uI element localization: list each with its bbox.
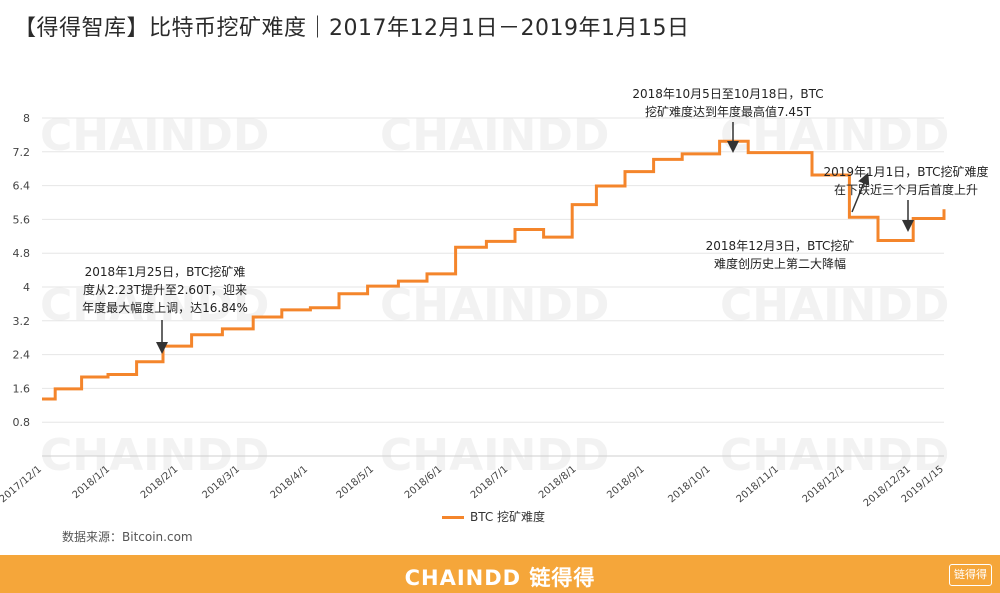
footer-brand: CHAINDD 链得得 <box>404 566 596 590</box>
annotation-text: 在下跌近三个月后首度上升 <box>834 182 978 197</box>
y-axis: 0.8 1.6 2.4 3.2 4 4.8 5.6 6.4 7.2 8 <box>13 112 31 429</box>
page-title: 【得得智库】比特币挖矿难度｜2017年12月1日－2019年1月15日 <box>14 16 690 41</box>
y-tick-label: 0.8 <box>13 416 31 429</box>
annotation-text: 年度最大幅度上调，达16.84% <box>82 300 248 315</box>
y-tick-label: 7.2 <box>13 146 31 159</box>
y-tick-label: 3.2 <box>13 315 31 328</box>
y-tick-label: 6.4 <box>13 180 31 193</box>
series-line <box>42 139 946 401</box>
annotation-text: 2019年1月1日，BTC挖矿难度 <box>823 164 988 179</box>
footer-bar: CHAINDD 链得得 链得得 <box>0 555 1000 593</box>
x-tick-label: 2017/12/1 <box>0 464 44 505</box>
y-tick-label: 8 <box>23 112 30 125</box>
legend: BTC 挖矿难度 <box>442 508 545 525</box>
annotation-text: 2018年12月3日，BTC挖矿 <box>706 238 855 253</box>
footer-badge: 链得得 <box>949 564 992 586</box>
x-tick-label: 2018/10/1 <box>666 464 712 505</box>
watermark-text: CHAINDD <box>40 280 269 331</box>
y-tick-label: 4 <box>23 281 30 294</box>
annotation-text: 2018年1月25日，BTC挖矿难 <box>85 264 246 279</box>
y-tick-label: 1.6 <box>13 382 31 395</box>
series-layer <box>41 139 946 401</box>
legend-swatch <box>442 516 464 519</box>
y-tick-label: 2.4 <box>13 349 31 362</box>
y-tick-label: 4.8 <box>13 247 31 260</box>
annotation-arrow <box>851 172 870 213</box>
annotation-text: 度从2.23T提升至2.60T，迎来 <box>83 282 247 297</box>
y-tick-label: 5.6 <box>13 213 31 226</box>
x-tick-label: 2018/5/1 <box>335 464 376 501</box>
annotation-text: 2018年10月5日至10月18日，BTC <box>632 87 823 101</box>
legend-label: BTC 挖矿难度 <box>470 510 546 524</box>
data-source: 数据来源：Bitcoin.com <box>62 530 193 544</box>
annotation-text: 难度创历史上第二大降幅 <box>714 256 846 271</box>
watermark-text: CHAINDD <box>380 280 609 331</box>
annotations-layer: 2018年1月25日，BTC挖矿难度从2.23T提升至2.60T，迎来年度最大幅… <box>82 87 989 354</box>
watermark-text: CHAINDD <box>720 280 949 331</box>
annotation-text: 挖矿难度达到年度最高值7.45T <box>645 104 812 119</box>
x-tick-label: 2018/9/1 <box>605 464 646 501</box>
x-tick-label: 2018/4/1 <box>269 464 310 501</box>
